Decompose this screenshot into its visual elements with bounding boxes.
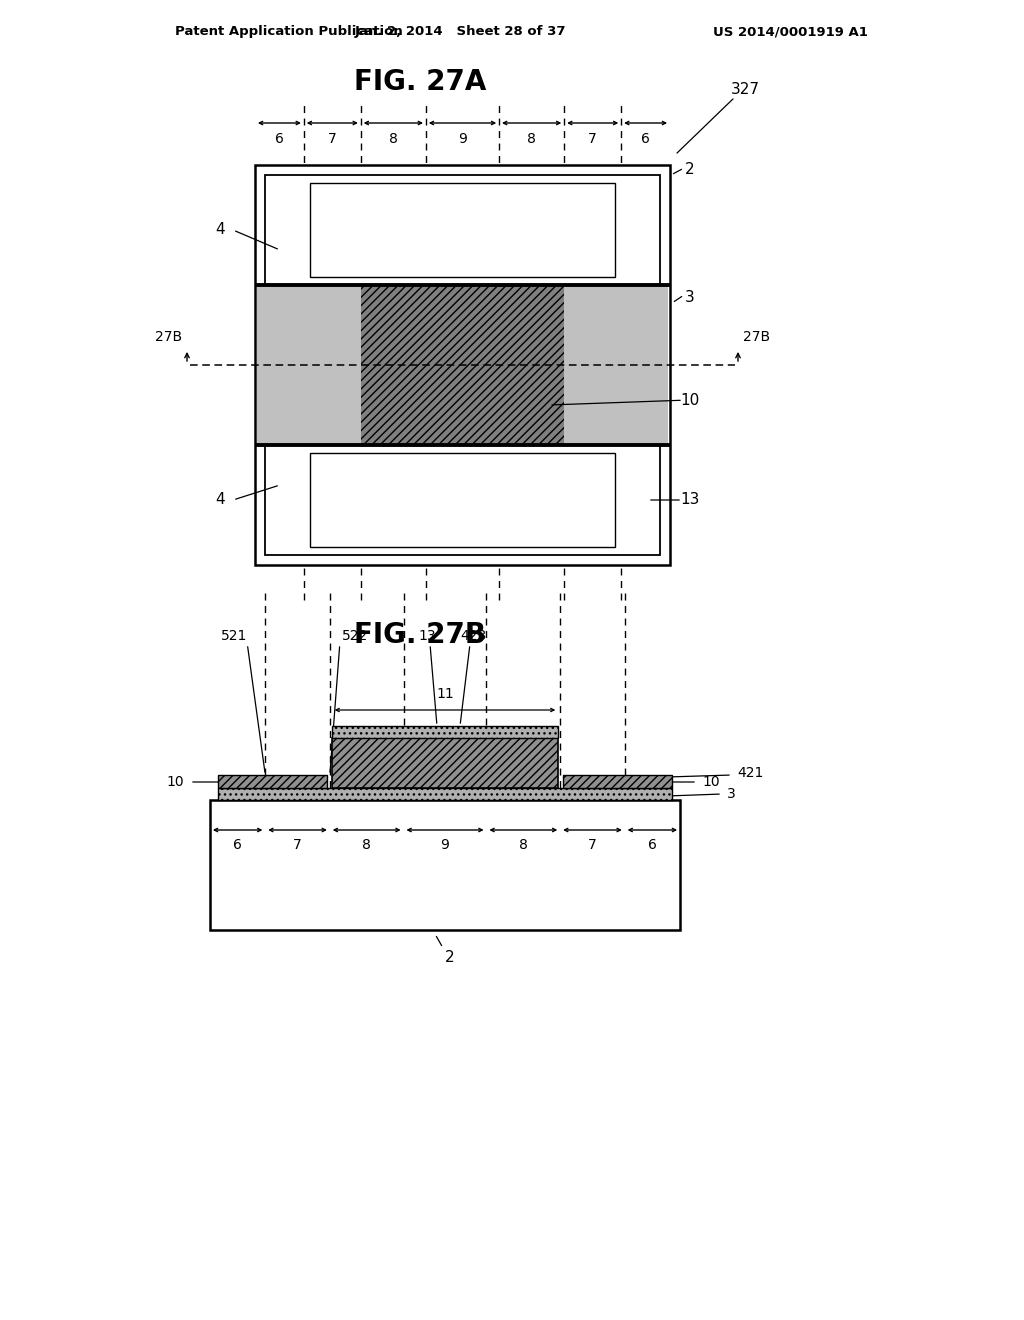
- Text: 11: 11: [436, 686, 454, 701]
- Text: 27B: 27B: [155, 330, 182, 345]
- Text: 8: 8: [527, 132, 537, 147]
- Text: 522: 522: [342, 630, 368, 643]
- Text: 27B: 27B: [743, 330, 770, 345]
- Text: 6: 6: [641, 132, 650, 147]
- Text: 6: 6: [275, 132, 284, 147]
- Text: 8: 8: [389, 132, 397, 147]
- Text: 7: 7: [588, 838, 597, 851]
- Bar: [310, 183, 615, 277]
- Bar: [257, 285, 668, 445]
- Text: 7: 7: [328, 132, 337, 147]
- Text: 13: 13: [418, 630, 436, 643]
- Text: 7: 7: [293, 838, 302, 851]
- Bar: [265, 176, 660, 285]
- Text: 3: 3: [727, 787, 736, 801]
- Bar: [332, 726, 558, 738]
- Text: Patent Application Publication: Patent Application Publication: [175, 25, 402, 38]
- Text: 10: 10: [166, 775, 184, 789]
- Text: 9: 9: [440, 838, 450, 851]
- Bar: [255, 165, 670, 565]
- Text: 521: 521: [221, 630, 247, 643]
- Bar: [360, 285, 564, 445]
- Text: FIG. 27A: FIG. 27A: [354, 69, 486, 96]
- Text: 6: 6: [233, 838, 242, 851]
- Text: US 2014/0001919 A1: US 2014/0001919 A1: [713, 25, 867, 38]
- Text: 2: 2: [445, 950, 455, 965]
- Text: 9: 9: [458, 132, 467, 147]
- Text: 8: 8: [362, 838, 371, 851]
- Text: 3: 3: [685, 289, 695, 305]
- Text: 8: 8: [519, 838, 527, 851]
- Bar: [332, 738, 558, 788]
- Bar: [310, 453, 615, 546]
- Bar: [210, 800, 680, 931]
- Text: 10: 10: [702, 775, 720, 789]
- Text: 2: 2: [685, 162, 695, 177]
- Text: 421: 421: [737, 766, 763, 780]
- Text: 10: 10: [680, 393, 699, 408]
- Text: 6: 6: [648, 838, 656, 851]
- Text: 7: 7: [589, 132, 597, 147]
- Text: 4: 4: [215, 492, 225, 507]
- Text: 423: 423: [460, 630, 486, 643]
- Text: Jan. 2, 2014   Sheet 28 of 37: Jan. 2, 2014 Sheet 28 of 37: [354, 25, 565, 38]
- Bar: [218, 775, 327, 788]
- Bar: [218, 788, 672, 800]
- Bar: [265, 445, 660, 554]
- Text: 327: 327: [730, 82, 760, 98]
- Bar: [563, 775, 672, 788]
- Text: 13: 13: [680, 492, 699, 507]
- Text: 4: 4: [215, 223, 225, 238]
- Text: FIG. 27B: FIG. 27B: [354, 620, 486, 649]
